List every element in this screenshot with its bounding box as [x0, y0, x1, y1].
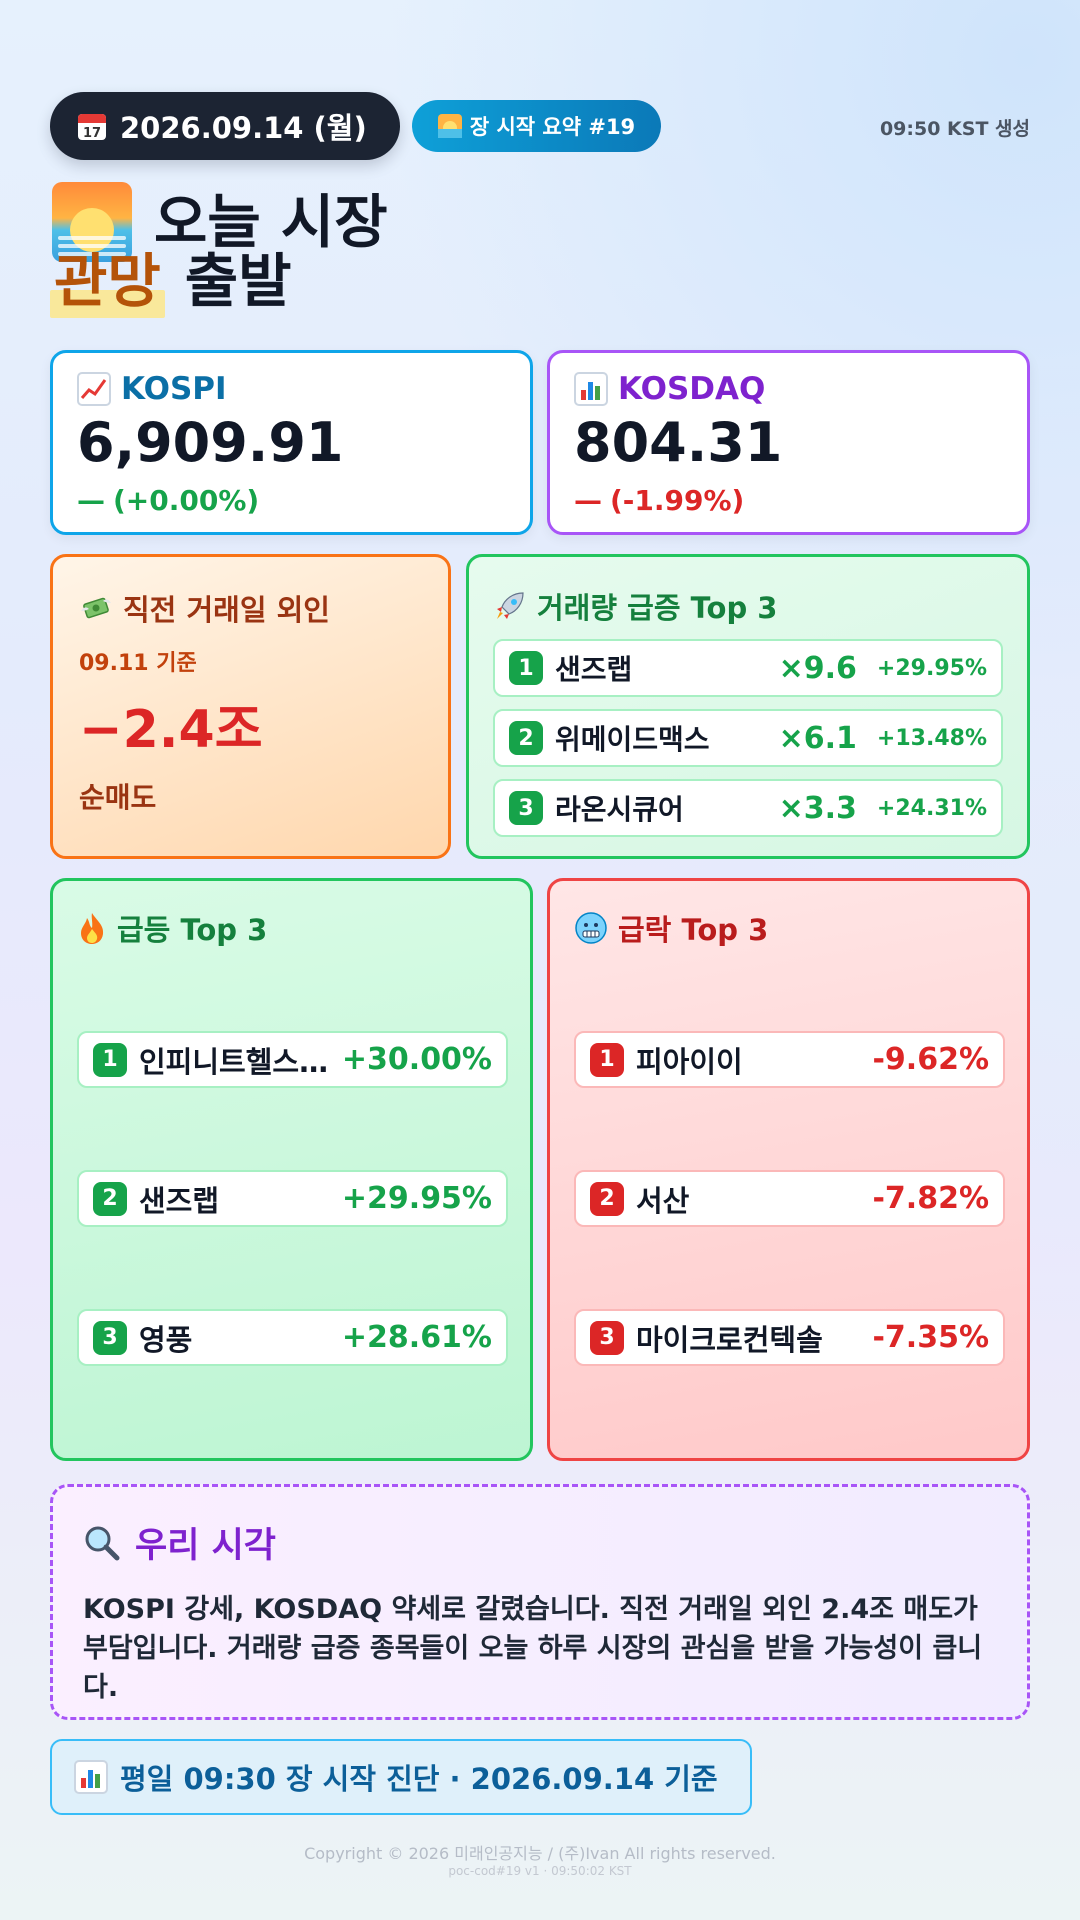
losers-title: 급락 Top 3 — [618, 913, 769, 947]
version-stamp: poc-cod#19 v1 · 09:50:02 KST — [448, 1864, 632, 1878]
kosdaq-value: 804.31 — [574, 411, 783, 474]
change-pct: +24.31% — [876, 795, 987, 821]
kospi-card: KOSPI 6,909.91 — (+0.00%) — [50, 350, 533, 535]
change-pct: +30.00% — [341, 1042, 492, 1077]
kospi-change: — (+0.00%) — [77, 484, 506, 517]
gainer-row[interactable]: 3 영풍 +28.61% — [77, 1309, 508, 1366]
rank-badge: 1 — [509, 651, 543, 685]
rank-badge: 2 — [590, 1181, 624, 1216]
kosdaq-name: KOSDAQ — [618, 371, 766, 407]
date-pill: 17 2026.09.14 (월) — [50, 92, 400, 160]
stock-name: 샌즈랩 — [555, 653, 633, 686]
kosdaq-card: KOSDAQ 804.31 — (-1.99%) — [547, 350, 1030, 535]
fire-icon — [81, 913, 104, 944]
copyright: Copyright © 2026 미래인공지능 / (주)Ivan All ri… — [304, 1844, 776, 1863]
stock-name: 인피니트헬스... — [139, 1044, 330, 1079]
title-highlight: 관망 — [50, 252, 165, 318]
bar-chart-icon — [74, 1760, 108, 1794]
change-pct: +29.95% — [341, 1181, 492, 1216]
stock-name: 위메이드맥스 — [555, 723, 710, 756]
change-pct: -9.62% — [872, 1042, 989, 1077]
foreign-date-note: 09.11 기준 — [79, 651, 197, 676]
volume-multiple: ×6.1 — [778, 720, 857, 756]
magnifier-icon — [85, 1526, 120, 1560]
gainers-title: 급등 Top 3 — [117, 913, 268, 947]
volume-row[interactable]: 1 샌즈랩 ×9.6 +29.95% — [493, 639, 1003, 697]
volume-multiple: ×3.3 — [778, 790, 857, 826]
stock-name: 영풍 — [139, 1322, 193, 1357]
loser-row[interactable]: 1 피아이이 -9.62% — [574, 1031, 1005, 1088]
title-text-2: 출발 — [184, 247, 292, 315]
calendar-icon: 17 — [78, 114, 106, 141]
stock-name: 피아이이 — [636, 1044, 743, 1079]
money-wings-icon — [81, 597, 111, 619]
volume-row[interactable]: 3 라온시큐어 ×3.3 +24.31% — [493, 779, 1003, 837]
foreign-card: 직전 거래일 외인 09.11 기준 −2.4조 순매도 — [50, 554, 451, 859]
losers-header: 급락 Top 3 — [574, 907, 1003, 949]
kospi-dash: — — [77, 484, 105, 518]
rank-badge: 3 — [509, 791, 543, 825]
kospi-header: KOSPI — [77, 371, 506, 407]
badge-text: 장 시작 요약 #19 — [469, 115, 636, 139]
loser-row[interactable]: 3 마이크로컨텍솔 -7.35% — [574, 1309, 1005, 1366]
volume-card: 거래량 급증 Top 3 1 샌즈랩 ×9.6 +29.95% 2 위메이드맥스… — [466, 554, 1030, 859]
stock-name: 라온시큐어 — [555, 793, 684, 826]
change-pct: +28.61% — [341, 1320, 492, 1355]
stock-name: 샌즈랩 — [139, 1183, 220, 1218]
gainer-row[interactable]: 1 인피니트헬스... +30.00% — [77, 1031, 508, 1088]
kosdaq-dash: — — [574, 484, 602, 518]
gainers-header: 급등 Top 3 — [77, 907, 506, 949]
volume-title: 거래량 급증 Top 3 — [537, 591, 778, 625]
sunrise-icon — [437, 114, 462, 138]
svg-text:17: 17 — [83, 126, 101, 141]
foreign-label: 순매도 — [79, 781, 157, 814]
bar-chart-icon — [574, 372, 608, 406]
kosdaq-header: KOSDAQ — [574, 371, 1003, 407]
sunrise-icon — [52, 182, 132, 262]
generated-time: 09:50 KST 생성 — [879, 118, 1030, 140]
kosdaq-change: — (-1.99%) — [574, 484, 1003, 517]
kospi-value: 6,909.91 — [77, 411, 344, 474]
foreign-title: 직전 거래일 외인 — [123, 593, 330, 627]
page-title-line1: 오늘 시장 — [52, 182, 388, 262]
gainers-card: 급등 Top 3 1 인피니트헬스... +30.00% 2 샌즈랩 +29.9… — [50, 878, 533, 1461]
rank-badge: 2 — [93, 1181, 127, 1216]
chart-up-icon — [77, 372, 111, 406]
kospi-change-pct: (+0.00%) — [113, 484, 260, 518]
schedule-note: 평일 09:30 장 시작 진단 · 2026.09.14 기준 — [50, 1739, 752, 1815]
our-view-card: 우리 시각 KOSPI 강세, KOSDAQ 약세로 갈렸습니다. 직전 거래일… — [50, 1484, 1030, 1720]
gainer-row[interactable]: 2 샌즈랩 +29.95% — [77, 1170, 508, 1227]
our-view-body: KOSPI 강세, KOSDAQ 약세로 갈렸습니다. 직전 거래일 외인 2.… — [83, 1594, 983, 1704]
volume-row[interactable]: 2 위메이드맥스 ×6.1 +13.48% — [493, 709, 1003, 767]
foreign-header: 직전 거래일 외인 — [79, 587, 422, 629]
change-pct: +29.95% — [876, 655, 987, 681]
rocket-icon — [497, 592, 524, 619]
session-badge: 장 시작 요약 #19 — [412, 100, 661, 152]
date-text: 2026.09.14 (월) — [120, 111, 367, 145]
change-pct: -7.82% — [872, 1181, 989, 1216]
cold-face-icon — [575, 912, 607, 944]
page-title-line2: 관망 출발 — [50, 247, 292, 318]
foreign-value: −2.4조 — [79, 700, 263, 760]
volume-header: 거래량 급증 Top 3 — [493, 585, 1003, 627]
kosdaq-change-pct: (-1.99%) — [610, 484, 745, 518]
schedule-text: 평일 09:30 장 시작 진단 · 2026.09.14 기준 — [120, 1762, 718, 1796]
kospi-name: KOSPI — [121, 371, 227, 407]
rank-badge: 2 — [509, 721, 543, 755]
volume-multiple: ×9.6 — [778, 650, 857, 686]
volume-list: 1 샌즈랩 ×9.6 +29.95% 2 위메이드맥스 ×6.1 +13.48%… — [493, 639, 1003, 837]
our-view-header: 우리 시각 — [83, 1517, 997, 1568]
rank-badge: 3 — [590, 1320, 624, 1355]
loser-row[interactable]: 2 서산 -7.82% — [574, 1170, 1005, 1227]
losers-card: 급락 Top 3 1 피아이이 -9.62% 2 서산 -7.82% 3 마이크… — [547, 878, 1030, 1461]
our-view-title: 우리 시각 — [135, 1526, 276, 1566]
stock-name: 마이크로컨텍솔 — [636, 1322, 823, 1357]
stock-name: 서산 — [636, 1183, 690, 1218]
rank-badge: 3 — [93, 1320, 127, 1355]
rank-badge: 1 — [93, 1042, 127, 1077]
change-pct: +13.48% — [876, 725, 987, 751]
change-pct: -7.35% — [872, 1320, 989, 1355]
rank-badge: 1 — [590, 1042, 624, 1077]
title-text: 오늘 시장 — [154, 188, 388, 256]
